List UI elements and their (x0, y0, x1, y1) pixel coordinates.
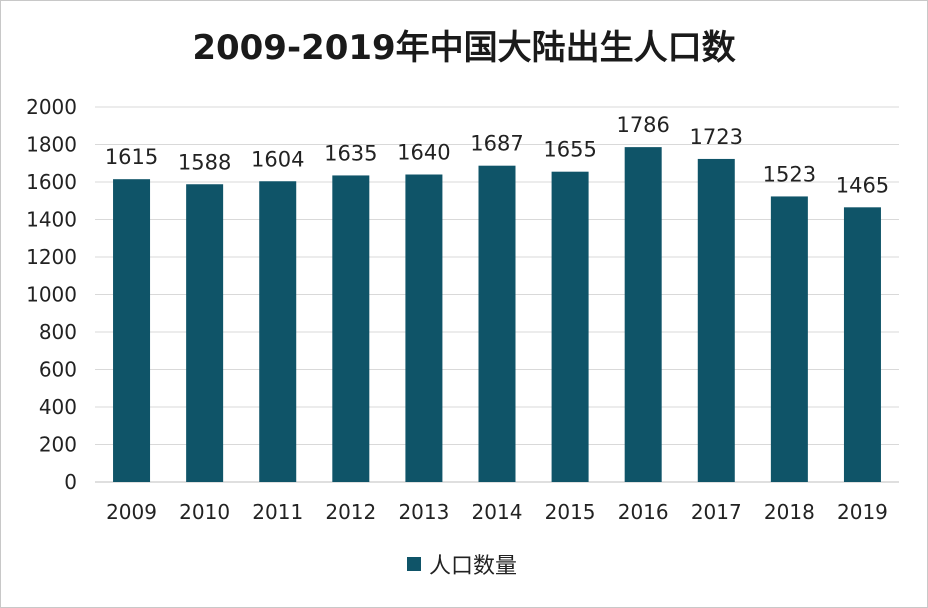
x-tick-label: 2018 (764, 500, 815, 524)
bar (770, 196, 808, 482)
x-tick-label: 2019 (837, 500, 888, 524)
bars (113, 147, 881, 482)
data-labels: 1615 1588 1604 1635 1640 1687 1655 1786 1723 1523… (105, 113, 889, 197)
y-tick-label: 1600 (26, 170, 77, 194)
data-label: 1615 (105, 145, 158, 169)
x-tick-label: 2015 (545, 500, 596, 524)
x-tick-label: 2010 (179, 500, 230, 524)
data-label: 1465 (836, 173, 889, 197)
x-tick-label: 2011 (252, 500, 303, 524)
y-tick-label: 600 (39, 358, 77, 382)
bar (551, 171, 589, 482)
data-label: 1655 (543, 138, 596, 162)
x-tick-label: 2009 (106, 500, 157, 524)
bar (843, 207, 881, 482)
bar (697, 158, 735, 482)
data-label: 1588 (178, 150, 231, 174)
bar (405, 174, 443, 482)
data-label: 1640 (397, 141, 450, 165)
data-label: 1604 (251, 147, 304, 171)
x-tick-label: 2014 (472, 500, 523, 524)
y-tick-label: 0 (64, 470, 77, 494)
bar (478, 165, 516, 482)
y-tick-label: 2000 (26, 95, 77, 119)
x-tick-label: 2012 (325, 500, 376, 524)
legend: 人口数量 (407, 554, 517, 579)
y-tick-label: 1800 (26, 133, 77, 157)
y-tick-label: 1000 (26, 283, 77, 307)
bar (186, 184, 224, 482)
x-axis-tick-labels: 2009 2010 2011 2012 2013 2014 2015 2016 2017 2018… (106, 500, 888, 524)
data-label: 1523 (763, 162, 816, 186)
bar (113, 179, 151, 482)
data-label: 1687 (470, 132, 523, 156)
bar (624, 147, 662, 482)
y-tick-label: 200 (39, 433, 77, 457)
chart-title: 2009-2019年中国大陆出生人口数 (192, 28, 735, 68)
x-tick-label: 2013 (398, 500, 449, 524)
data-label: 1635 (324, 141, 377, 165)
legend-swatch (407, 557, 421, 571)
y-tick-label: 400 (39, 395, 77, 419)
y-axis-tick-labels: 0 200 400 600 800 1000 1200 1400 1600 1800 2000 (26, 95, 77, 494)
bar (332, 175, 370, 482)
legend-label: 人口数量 (429, 554, 517, 579)
y-tick-label: 1200 (26, 245, 77, 269)
y-tick-label: 1400 (26, 208, 77, 232)
data-label: 1786 (616, 113, 669, 137)
x-tick-label: 2016 (618, 500, 669, 524)
y-tick-label: 800 (39, 320, 77, 344)
data-label: 1723 (690, 125, 743, 149)
x-tick-label: 2017 (691, 500, 742, 524)
bar (259, 181, 297, 482)
